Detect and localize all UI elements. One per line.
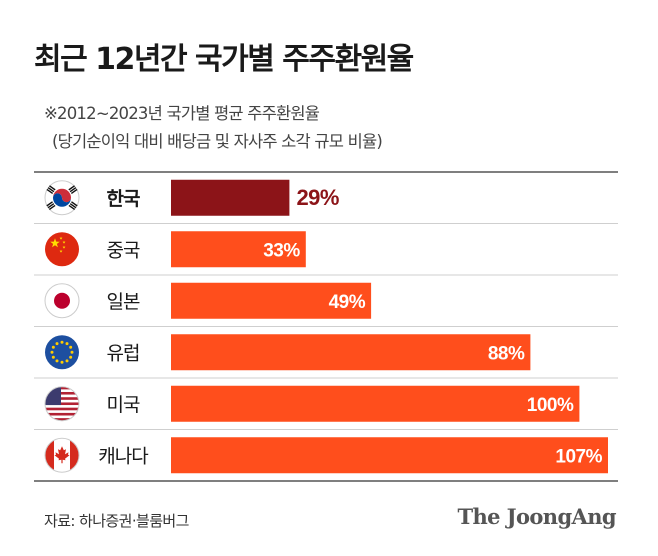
china-flag-icon: [45, 232, 79, 267]
brand-logo: The JoongAng: [457, 504, 616, 529]
category-label: 미국: [107, 394, 140, 416]
data-label: 88%: [488, 343, 525, 364]
bar: [171, 437, 608, 474]
bar: [171, 282, 372, 319]
page-title: 최근 12년간 국가별 주주환원율: [34, 42, 414, 77]
bar: [171, 334, 531, 371]
category-label: 중국: [107, 239, 140, 261]
data-label: 29%: [296, 185, 339, 210]
category-label: 한국: [107, 188, 140, 210]
japan-flag-icon: [44, 283, 80, 319]
category-label: 일본: [107, 291, 140, 313]
subtitle-period: ※2012~2023년 국가별 평균 주주환원율: [44, 104, 320, 123]
data-label: 100%: [527, 395, 574, 416]
korea-flag-icon: [44, 180, 80, 216]
bar: [171, 179, 290, 216]
canada-flag-icon: [44, 437, 80, 473]
data-label: 107%: [555, 446, 602, 467]
bar: [171, 385, 580, 422]
category-label: 유럽: [107, 342, 140, 364]
data-label: 49%: [329, 292, 366, 313]
category-label: 캐나다: [98, 445, 148, 467]
data-label: 33%: [263, 240, 300, 261]
bar: [171, 231, 306, 268]
subtitle-definition: (당기순이익 대비 배당금 및 자사주 소각 규모 비율): [52, 132, 383, 151]
source-note: 자료: 하나증권·블룸버그: [44, 512, 189, 530]
eu-flag-icon: [45, 335, 79, 370]
usa-flag-icon: [44, 386, 80, 422]
